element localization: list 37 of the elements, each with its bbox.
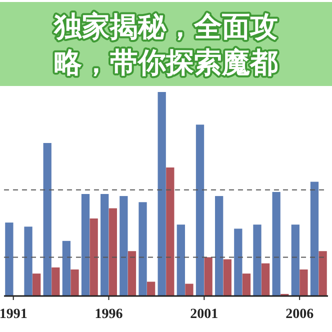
bar <box>62 240 71 296</box>
bar <box>24 226 32 296</box>
bar <box>253 224 262 296</box>
bar <box>120 196 128 296</box>
bar <box>234 228 242 296</box>
bar <box>185 284 194 296</box>
bar <box>300 269 308 296</box>
bar <box>52 267 60 296</box>
bar <box>223 259 232 296</box>
bar <box>32 274 41 296</box>
x-tick-label: 1991 <box>0 307 28 322</box>
bar <box>90 218 98 296</box>
x-tick-label: 2001 <box>190 307 218 322</box>
bar <box>5 222 14 296</box>
chart-title: 独家揭秘，全面攻略，带你探索魔都 <box>53 10 278 79</box>
bar <box>138 202 147 296</box>
bar <box>147 282 156 296</box>
bar <box>215 196 224 296</box>
bar <box>176 224 185 296</box>
bar <box>204 257 212 296</box>
bar <box>81 194 90 296</box>
bar <box>70 269 79 296</box>
x-tick-label: 1996 <box>94 307 123 322</box>
bar <box>108 208 117 296</box>
bar <box>128 251 136 296</box>
bar <box>310 182 319 296</box>
bar <box>242 274 251 296</box>
bar <box>196 124 204 296</box>
bar <box>43 143 52 296</box>
bar <box>318 251 327 296</box>
bar <box>261 263 270 296</box>
bar <box>291 224 300 296</box>
bar <box>158 92 166 296</box>
bar <box>166 167 174 296</box>
x-tick-label: 2006 <box>286 307 314 322</box>
bar <box>100 194 109 296</box>
bar <box>272 192 280 296</box>
